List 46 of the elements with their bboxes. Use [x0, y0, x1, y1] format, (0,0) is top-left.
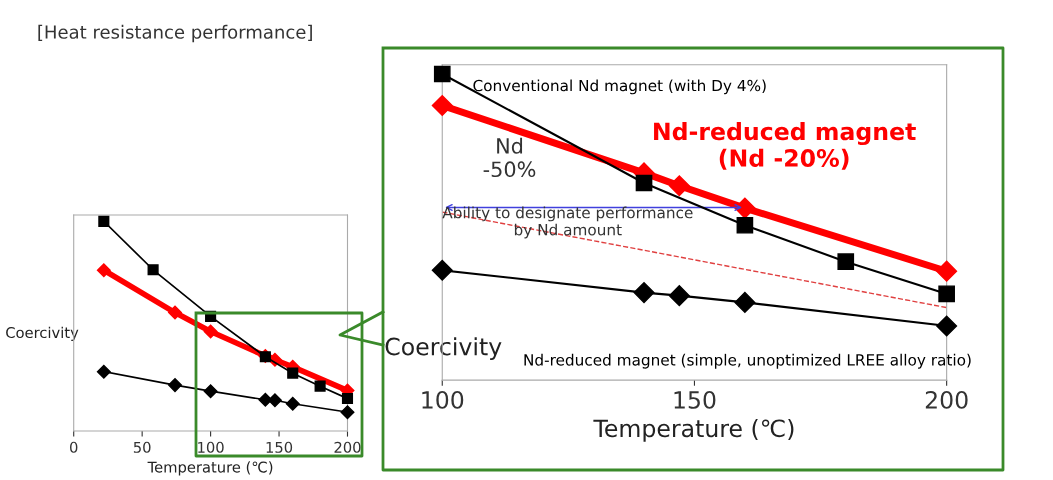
point: [938, 285, 955, 303]
x-tick-label: 100: [198, 441, 224, 453]
point: [837, 253, 855, 271]
chart-title: [Heat resistance performance]: [38, 24, 312, 43]
point: [936, 315, 958, 337]
point: [431, 259, 453, 281]
x-tick-label: 0: [70, 441, 78, 453]
point: [147, 264, 159, 276]
x-tick-label: 100: [422, 390, 464, 409]
point: [168, 378, 182, 393]
point: [96, 263, 111, 278]
x-axis-title: Temperature (℃): [147, 461, 273, 476]
point: [96, 364, 111, 379]
point: [314, 380, 326, 392]
point: [285, 396, 300, 411]
point: [267, 393, 282, 408]
annotation: Nd -50%: [483, 137, 536, 178]
point: [635, 174, 653, 192]
series-label: Nd-reduced magnet (Nd -20%): [654, 122, 916, 170]
point: [168, 305, 182, 320]
point: [736, 216, 754, 234]
x-tick-label: 150: [266, 441, 293, 453]
y-axis-title: Coercivity: [385, 337, 502, 361]
point: [668, 175, 690, 197]
y-axis-title: Coercivity: [6, 326, 79, 341]
point: [431, 95, 453, 117]
point: [340, 405, 355, 420]
point: [203, 324, 218, 339]
point: [734, 291, 756, 313]
x-tick-label: 200: [925, 390, 968, 409]
x-axis-title: Temperature (℃): [593, 419, 794, 442]
point: [98, 215, 110, 227]
series-label: Nd-reduced magnet (simple, unoptimized LREE alloy ratio): [524, 353, 971, 369]
point: [203, 384, 218, 399]
point: [734, 197, 756, 219]
point: [433, 65, 451, 83]
x-tick-label: 150: [674, 390, 716, 409]
point: [287, 367, 299, 379]
series-label: Conventional Nd magnet (with Dy 4%): [473, 79, 766, 95]
x-tick-label: 200: [334, 441, 361, 453]
x-tick-label: 50: [133, 441, 151, 453]
point: [341, 392, 354, 405]
point: [936, 260, 958, 282]
point: [668, 285, 690, 307]
point: [633, 282, 655, 304]
annotation: Ability to designate performance by Nd amount: [442, 206, 693, 239]
